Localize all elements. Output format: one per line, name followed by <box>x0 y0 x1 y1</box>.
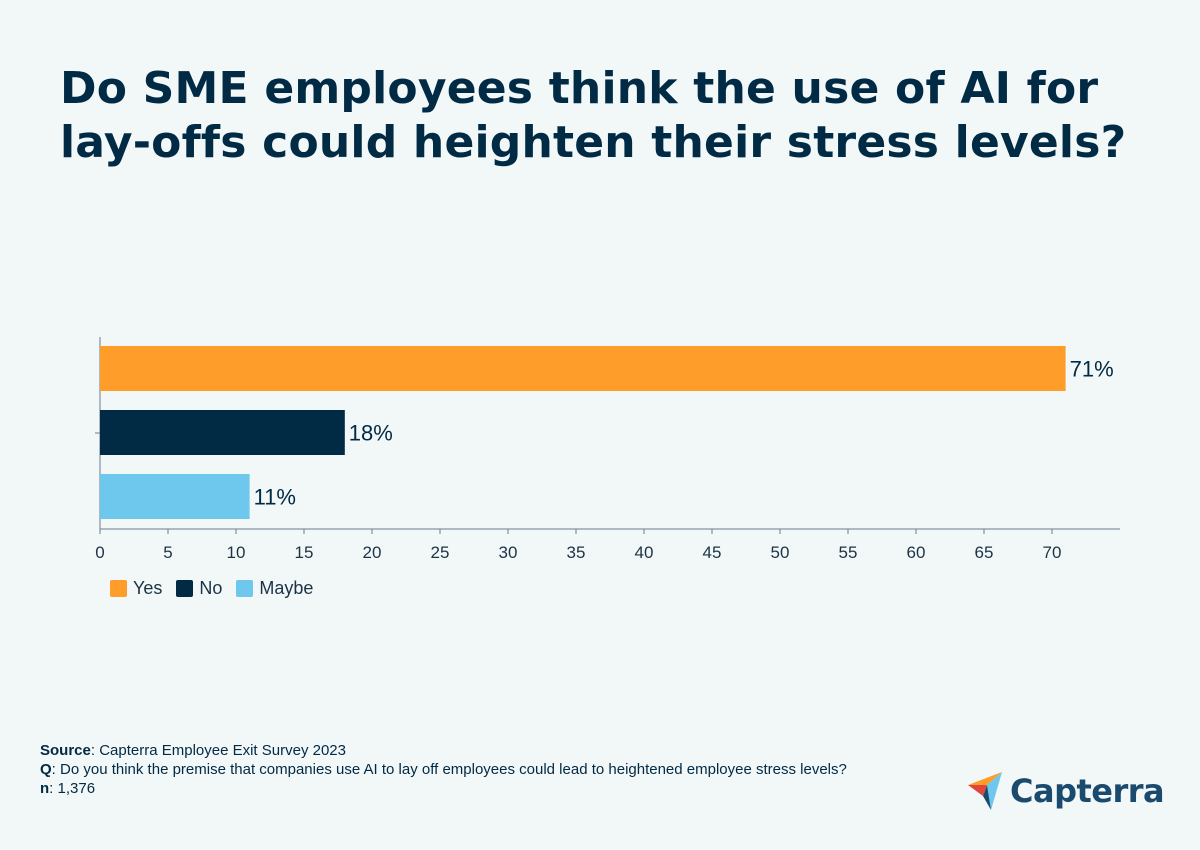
question-text: : Do you think the premise that companie… <box>51 761 847 778</box>
x-tick-label-45: 45 <box>703 543 722 562</box>
capterra-logo-text: Capterra <box>1010 772 1165 810</box>
bar-yes <box>100 346 1066 391</box>
x-tick-label-15: 15 <box>295 543 314 562</box>
legend-label-no: No <box>199 578 223 598</box>
legend-item-no[interactable]: No <box>176 578 222 599</box>
x-tick-label-30: 30 <box>499 543 518 562</box>
x-tick-label-5: 5 <box>163 543 172 562</box>
sample-size-line: n: 1,376 <box>40 779 900 798</box>
legend: Yes No Maybe <box>110 578 313 599</box>
x-tick-label-0: 0 <box>95 543 104 562</box>
x-tick-label-55: 55 <box>839 543 858 562</box>
x-tick-label-50: 50 <box>771 543 790 562</box>
x-tick-label-70: 70 <box>1043 543 1062 562</box>
source-label: Source <box>40 742 91 759</box>
source-line: Source: Capterra Employee Exit Survey 20… <box>40 741 900 760</box>
sample-size-text: : 1,376 <box>49 780 96 797</box>
x-tick-label-25: 25 <box>431 543 450 562</box>
x-tick-label-60: 60 <box>907 543 926 562</box>
capterra-logo[interactable]: Capterra <box>966 770 1165 812</box>
capterra-arrow-icon <box>968 772 1002 810</box>
x-tick-label-65: 65 <box>975 543 994 562</box>
legend-swatch-no <box>176 580 194 597</box>
legend-swatch-maybe <box>236 580 254 597</box>
data-label-maybe: 11% <box>254 485 296 510</box>
x-tick-label-20: 20 <box>363 543 382 562</box>
data-label-yes: 71% <box>1070 357 1114 382</box>
legend-swatch-yes <box>110 580 127 597</box>
legend-item-maybe[interactable]: Maybe <box>236 578 313 599</box>
x-tick-label-10: 10 <box>227 543 246 562</box>
x-tick-label-35: 35 <box>567 543 586 562</box>
x-tick-label-40: 40 <box>635 543 654 562</box>
chart-title: Do SME employees think the use of AI for… <box>60 63 1127 168</box>
legend-label-maybe: Maybe <box>259 578 314 598</box>
legend-item-yes[interactable]: Yes <box>110 578 162 599</box>
legend-label-yes: Yes <box>133 578 163 598</box>
source-text: : Capterra Employee Exit Survey 2023 <box>90 742 346 759</box>
question-line: Q: Do you think the premise that compani… <box>40 760 900 779</box>
sample-size-label: n <box>40 780 50 797</box>
bar-maybe <box>100 474 250 519</box>
bar-no <box>100 410 345 455</box>
question-label: Q <box>40 761 52 778</box>
data-label-no: 18% <box>349 421 393 446</box>
bar-chart: 71% 18% 11% 0 5 10 15 20 25 30 35 40 45 50 55 60 65 70 <box>95 337 1120 562</box>
chart-footer: Source: Capterra Employee Exit Survey 20… <box>40 741 900 798</box>
